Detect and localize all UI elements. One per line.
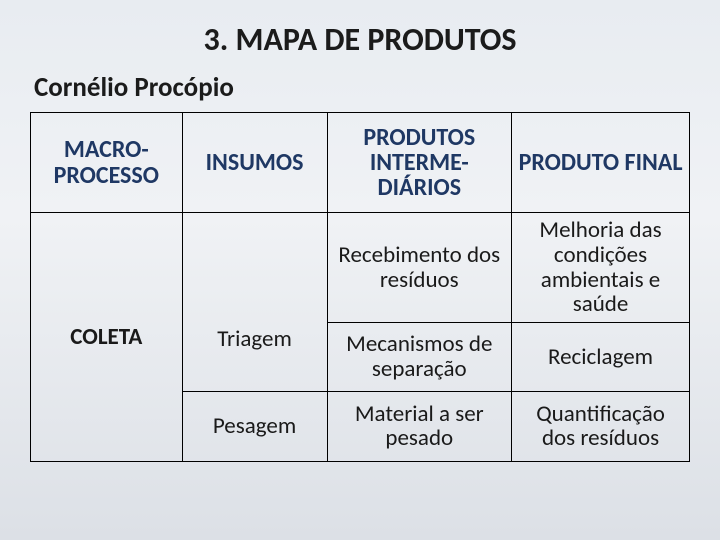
header-intermediarios: PRODUTOS INTERME-DIÁRIOS (327, 113, 512, 213)
header-produto-final: PRODUTO FINAL (512, 113, 690, 213)
cell-melhoria: Melhoria das condições ambientais e saúd… (512, 213, 690, 323)
slide-title: 3. MAPA DE PRODUTOS (30, 20, 690, 59)
header-macroprocesso: MACRO-PROCESSO (31, 113, 183, 213)
slide-subtitle: Cornélio Procópio (30, 71, 690, 104)
cell-triagem-bot (182, 355, 327, 391)
cell-quantificacao: Quantificação dos resíduos (512, 391, 690, 461)
table-header-row: MACRO-PROCESSO INSUMOS PRODUTOS INTERME-… (31, 113, 690, 213)
cell-mecanismos: Mecanismos de separação (327, 323, 512, 392)
header-insumos: INSUMOS (182, 113, 327, 213)
cell-triagem: Triagem (182, 323, 327, 356)
cell-macroprocesso: COLETA (31, 213, 183, 462)
cell-pesagem: Pesagem (182, 391, 327, 461)
cell-reciclagem: Reciclagem (512, 323, 690, 392)
product-map-table: MACRO-PROCESSO INSUMOS PRODUTOS INTERME-… (30, 112, 690, 462)
cell-recebimento: Recebimento dos resíduos (327, 213, 512, 323)
cell-triagem-top (182, 213, 327, 323)
table-row: COLETA Recebimento dos resíduos Melhoria… (31, 213, 690, 323)
cell-material: Material a ser pesado (327, 391, 512, 461)
